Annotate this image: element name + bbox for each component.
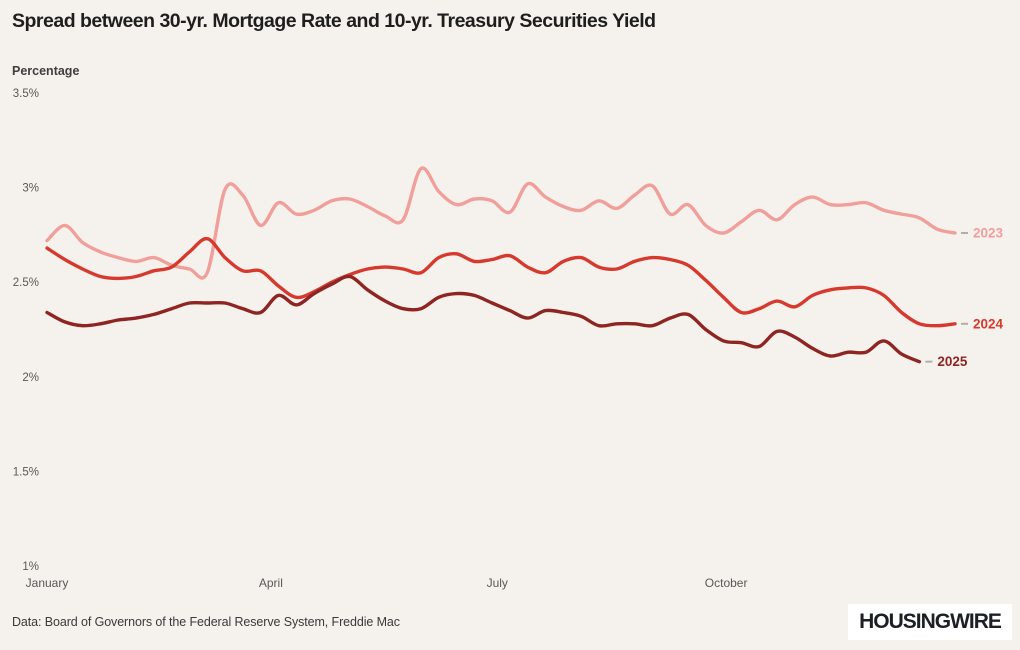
y-axis-label: Percentage bbox=[12, 64, 80, 78]
x-tick-label: July bbox=[487, 576, 508, 590]
series-line-2025 bbox=[45, 274, 922, 364]
series-line-2023 bbox=[45, 166, 957, 280]
series-label-2023: 2023 bbox=[973, 226, 1004, 241]
x-tick-label: October bbox=[705, 576, 748, 590]
chart-title: Spread between 30-yr. Mortgage Rate and … bbox=[12, 10, 656, 32]
x-tick-label: January bbox=[26, 576, 69, 590]
y-tick-label: 2.5% bbox=[13, 277, 39, 289]
y-tick-label: 1.5% bbox=[13, 466, 39, 478]
y-tick-label: 3.5% bbox=[13, 88, 39, 100]
y-tick-label: 2% bbox=[22, 372, 39, 384]
y-tick-label: 3% bbox=[22, 183, 39, 195]
series-label-2025: 2025 bbox=[937, 354, 968, 369]
x-tick-label: April bbox=[259, 576, 283, 590]
housingwire-logo-text: HOUSINGWIRE bbox=[859, 610, 1002, 633]
y-tick-label: 1% bbox=[22, 561, 39, 573]
source-note: Data: Board of Governors of the Federal … bbox=[12, 615, 400, 629]
housingwire-logo: HOUSINGWIRE bbox=[848, 604, 1012, 640]
series-label-2024: 2024 bbox=[973, 316, 1004, 331]
series-line-2024 bbox=[45, 236, 957, 328]
